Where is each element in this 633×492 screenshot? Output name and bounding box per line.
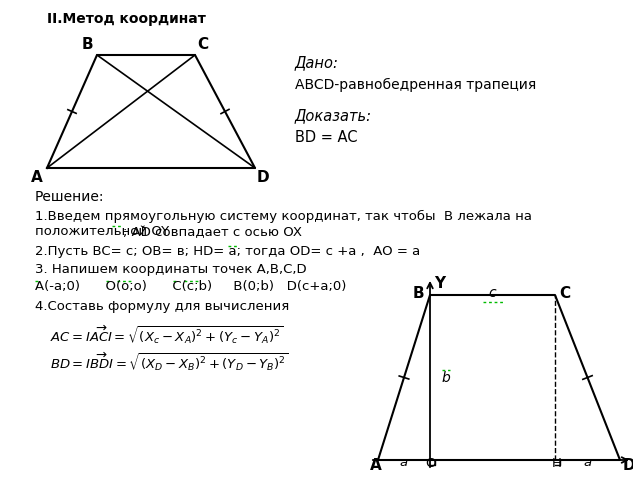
Text: Дано:: Дано: — [295, 55, 339, 70]
Text: A(-a;0)      O(o;o)      C(c;b)     B(0;b)   D(c+a;0): A(-a;0) O(o;o) C(c;b) B(0;b) D(c+a;0) — [35, 280, 346, 293]
Text: Доказать:: Доказать: — [295, 108, 372, 123]
Text: 2.Пусть BC= c; OB= в; HD= a; тогда OD= c +a ,  AO = a: 2.Пусть BC= c; OB= в; HD= a; тогда OD= c… — [35, 245, 420, 258]
Text: D: D — [257, 170, 270, 185]
Text: BD = AC: BD = AC — [295, 130, 358, 145]
Text: $BD = I\overrightarrow{BD}I = \sqrt{(X_D - X_B)^2 + (Y_D - Y_B)^2}$: $BD = I\overrightarrow{BD}I = \sqrt{(X_D… — [50, 350, 289, 373]
Text: положительной OY: положительной OY — [35, 225, 169, 238]
Text: 1.Введем прямоугольную систему координат, так чтобы  В лежала на: 1.Введем прямоугольную систему координат… — [35, 210, 532, 223]
Text: H: H — [552, 457, 562, 470]
Text: 4.Составь формулу для вычисления: 4.Составь формулу для вычисления — [35, 300, 289, 313]
Text: a: a — [400, 456, 408, 469]
Text: C: C — [559, 285, 570, 301]
Text: ABCD-равнобедренная трапеция: ABCD-равнобедренная трапеция — [295, 78, 536, 92]
Text: $AC = I\overrightarrow{AC}I = \sqrt{(X_c - X_A)^2 + (Y_c - Y_A)^2}$: $AC = I\overrightarrow{AC}I = \sqrt{(X_c… — [50, 323, 284, 346]
Text: 3. Напишем координаты точек A,B,C,D: 3. Напишем координаты точек A,B,C,D — [35, 263, 306, 276]
Text: Решение:: Решение: — [35, 190, 104, 204]
Text: C: C — [197, 37, 208, 52]
Text: ; AD совпадает с осью OX: ; AD совпадает с осью OX — [123, 225, 302, 238]
Text: II.Метод координат: II.Метод координат — [47, 12, 206, 26]
Text: B: B — [412, 285, 424, 301]
Text: b: b — [442, 370, 451, 385]
Text: Y: Y — [434, 276, 445, 291]
Text: A: A — [370, 458, 382, 473]
Text: a: a — [584, 456, 592, 469]
Text: c: c — [489, 286, 496, 300]
Text: O: O — [425, 457, 436, 470]
Text: A: A — [31, 170, 43, 185]
Text: B: B — [82, 37, 93, 52]
Text: D: D — [623, 458, 633, 473]
